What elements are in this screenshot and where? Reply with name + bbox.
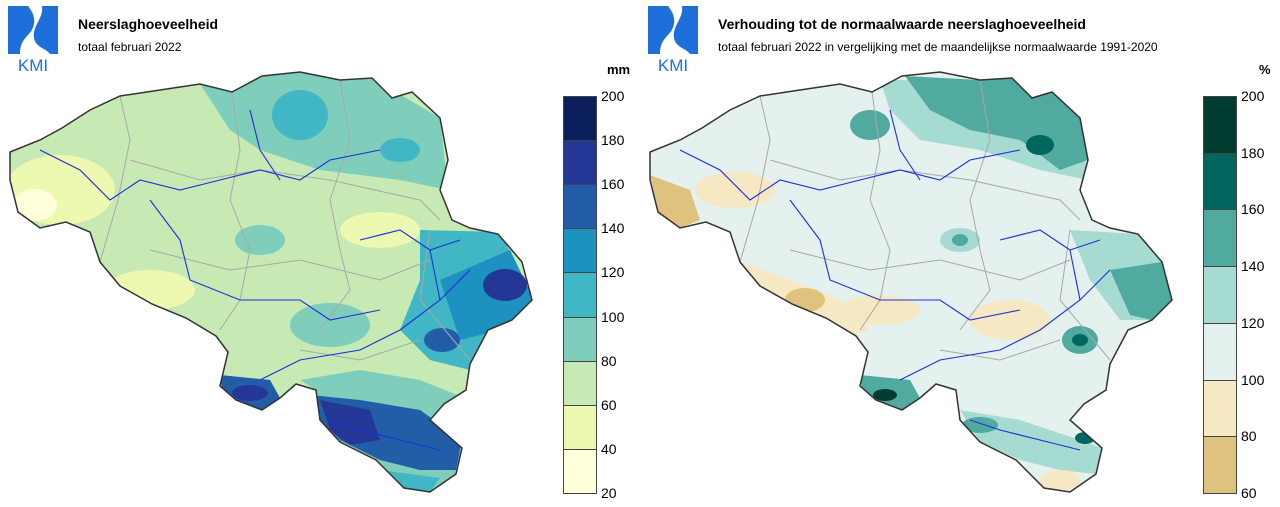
logo-text: KMI bbox=[18, 56, 48, 74]
legend-tick-label: 100 bbox=[1241, 371, 1265, 388]
legend-swatch bbox=[563, 272, 597, 318]
legend-tick-label: 140 bbox=[601, 220, 625, 237]
legend-tick-label: 140 bbox=[1241, 258, 1265, 275]
legend-swatch bbox=[1203, 209, 1237, 268]
legend-tick-label: 180 bbox=[1241, 144, 1265, 161]
legend-tick-label: 80 bbox=[1241, 428, 1257, 445]
logo-text: KMI bbox=[658, 56, 688, 74]
map-title: Verhouding tot de normaalwaarde neerslag… bbox=[718, 16, 1086, 32]
precipitation-panel: KMI Neerslaghoeveelheid totaal februari … bbox=[8, 6, 631, 500]
belgium-precipitation-map bbox=[9, 71, 533, 493]
legend-swatch bbox=[563, 404, 597, 450]
legend-tick-label: 60 bbox=[601, 396, 617, 413]
legend-tick-label: 80 bbox=[601, 352, 617, 369]
legend-tick-label: 160 bbox=[1241, 201, 1265, 218]
legend-swatch bbox=[1203, 322, 1237, 381]
legend-tick-label: 200 bbox=[601, 88, 625, 104]
legend-tick-label: 120 bbox=[1241, 314, 1265, 331]
precip-field bbox=[10, 72, 532, 492]
legend-tick-label: 180 bbox=[601, 132, 625, 149]
legend-swatch bbox=[563, 316, 597, 362]
legend-swatch bbox=[1203, 436, 1237, 494]
legend-unit: mm bbox=[607, 62, 631, 77]
legend-swatch bbox=[563, 184, 597, 230]
legend-swatch bbox=[563, 360, 597, 406]
legend-unit: % bbox=[1259, 62, 1271, 77]
legend-tick-label: 120 bbox=[601, 264, 625, 281]
legend-swatch bbox=[563, 228, 597, 274]
legend-tick-label: 200 bbox=[1241, 88, 1265, 104]
province-borders bbox=[739, 79, 1111, 361]
country-border bbox=[649, 71, 1173, 493]
kmi-logo: KMI bbox=[648, 6, 698, 74]
legend-swatch bbox=[1203, 266, 1237, 324]
legend-tick-label: 20 bbox=[601, 485, 617, 501]
legend-tick-label: 160 bbox=[601, 176, 625, 193]
map-subtitle: totaal februari 2022 in vergelijking met… bbox=[718, 40, 1158, 54]
kmi-logo: KMI bbox=[8, 6, 58, 74]
map-subtitle: totaal februari 2022 bbox=[78, 40, 182, 54]
legend-swatch bbox=[563, 140, 597, 186]
province-borders bbox=[99, 79, 471, 361]
legend-swatch bbox=[563, 96, 597, 142]
map-title: Neerslaghoeveelheid bbox=[78, 16, 219, 32]
ratio-panel: KMI Verhouding tot de normaalwaarde neer… bbox=[640, 0, 1280, 507]
belgium-ratio-map bbox=[649, 71, 1173, 493]
legend-swatch bbox=[1203, 96, 1237, 154]
legend-swatch bbox=[1203, 152, 1237, 211]
ratio-legend: 200 180 160 140 120 100 80 60 bbox=[1203, 89, 1264, 500]
precipitation-legend: 200 180 160 140 120 100 80 60 40 20 bbox=[563, 89, 624, 500]
rivers bbox=[679, 109, 1111, 451]
country-border bbox=[9, 71, 533, 493]
legend-swatch bbox=[563, 448, 597, 494]
ratio-field bbox=[650, 72, 1172, 492]
rivers bbox=[39, 109, 471, 451]
legend-tick-label: 40 bbox=[601, 440, 617, 457]
legend-tick-label: 60 bbox=[1241, 485, 1257, 501]
legend-tick-label: 100 bbox=[601, 308, 625, 325]
legend-swatch bbox=[1203, 379, 1237, 438]
